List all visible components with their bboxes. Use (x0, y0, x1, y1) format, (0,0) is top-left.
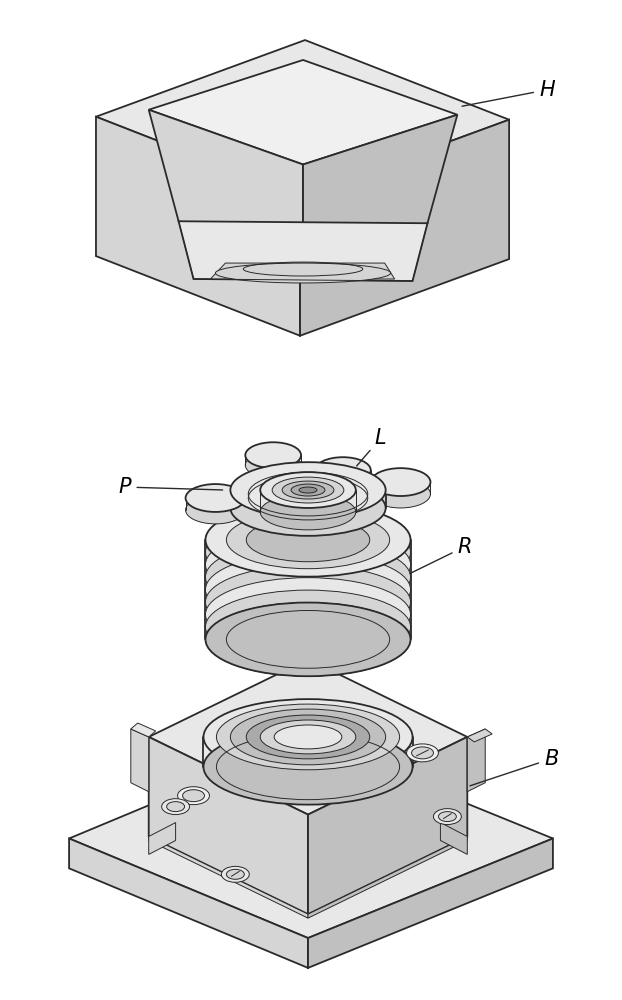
Ellipse shape (246, 715, 369, 759)
Text: R: R (410, 537, 472, 573)
Ellipse shape (205, 590, 411, 664)
Text: P: P (119, 477, 223, 497)
Polygon shape (205, 540, 411, 639)
Ellipse shape (260, 472, 356, 508)
Ellipse shape (205, 503, 411, 577)
Polygon shape (96, 40, 509, 196)
Polygon shape (467, 729, 492, 742)
Ellipse shape (434, 809, 462, 825)
Ellipse shape (221, 866, 249, 882)
Ellipse shape (203, 729, 412, 805)
Text: H: H (462, 80, 555, 106)
Polygon shape (308, 838, 553, 968)
Ellipse shape (371, 480, 430, 508)
Polygon shape (131, 723, 156, 737)
Ellipse shape (230, 480, 386, 536)
Polygon shape (467, 729, 485, 792)
Polygon shape (303, 115, 457, 261)
Ellipse shape (260, 494, 356, 530)
Polygon shape (69, 838, 308, 968)
Ellipse shape (412, 747, 434, 759)
Polygon shape (210, 263, 394, 279)
Ellipse shape (183, 790, 205, 802)
Ellipse shape (245, 442, 301, 468)
Ellipse shape (274, 725, 342, 749)
Ellipse shape (205, 540, 411, 614)
Ellipse shape (205, 528, 411, 602)
Ellipse shape (291, 484, 325, 496)
Polygon shape (440, 823, 467, 854)
Ellipse shape (205, 603, 411, 676)
Polygon shape (69, 739, 553, 938)
Ellipse shape (439, 812, 457, 822)
Ellipse shape (205, 503, 411, 577)
Polygon shape (149, 60, 457, 165)
Polygon shape (149, 737, 308, 914)
Polygon shape (149, 110, 303, 261)
Ellipse shape (185, 496, 245, 524)
Ellipse shape (230, 709, 386, 765)
Text: B: B (470, 749, 559, 786)
Ellipse shape (260, 720, 356, 754)
Ellipse shape (407, 744, 439, 762)
Polygon shape (96, 117, 300, 336)
Ellipse shape (185, 484, 245, 512)
Ellipse shape (162, 799, 190, 815)
Ellipse shape (205, 565, 411, 639)
Ellipse shape (315, 467, 371, 493)
Polygon shape (149, 836, 308, 918)
Ellipse shape (178, 787, 210, 805)
Polygon shape (149, 823, 175, 854)
Ellipse shape (205, 553, 411, 626)
Ellipse shape (205, 515, 411, 589)
Ellipse shape (315, 457, 371, 483)
Polygon shape (308, 836, 467, 918)
Ellipse shape (205, 578, 411, 651)
Ellipse shape (215, 263, 391, 283)
Ellipse shape (272, 477, 344, 503)
Ellipse shape (203, 699, 412, 775)
Ellipse shape (230, 462, 386, 518)
Ellipse shape (282, 481, 334, 499)
Polygon shape (179, 221, 427, 281)
Polygon shape (131, 729, 149, 792)
Ellipse shape (299, 487, 317, 493)
Ellipse shape (226, 511, 389, 569)
Ellipse shape (371, 468, 430, 496)
Ellipse shape (167, 802, 185, 812)
Ellipse shape (216, 704, 399, 770)
Polygon shape (149, 659, 467, 815)
Polygon shape (308, 737, 467, 914)
Ellipse shape (205, 603, 411, 676)
Text: L: L (356, 428, 386, 466)
Ellipse shape (246, 518, 369, 562)
Ellipse shape (226, 869, 244, 879)
Polygon shape (300, 120, 509, 336)
Ellipse shape (245, 452, 301, 478)
